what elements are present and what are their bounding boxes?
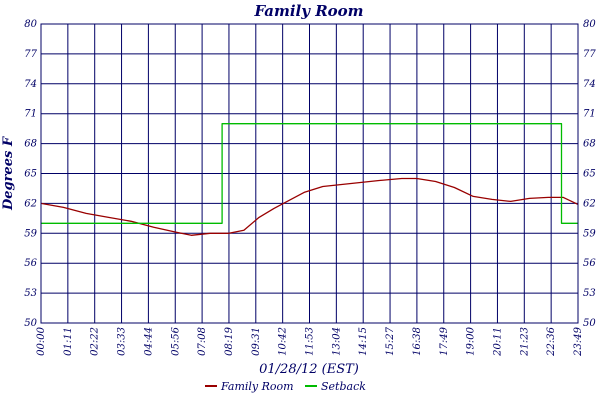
y-tick-label-right: 71	[583, 109, 596, 120]
legend: Family Room Setback	[205, 380, 366, 393]
y-tick-label-right: 74	[583, 79, 596, 90]
y-tick-label-right: 50	[583, 318, 596, 329]
x-axis-label: 01/28/12 (EST)	[259, 362, 359, 377]
x-tick-label: 01:11	[63, 327, 74, 356]
x-tick-label: 22:36	[546, 326, 557, 356]
x-tick-label: 11:53	[305, 327, 316, 356]
x-tick-label: 21:23	[519, 327, 530, 357]
x-tick-label: 08:19	[224, 326, 235, 355]
y-tick-label-left: 71	[24, 109, 37, 120]
y-tick-label-left: 68	[24, 139, 37, 150]
x-tick-label: 03:33	[117, 327, 128, 356]
legend-label: Family Room	[220, 380, 294, 393]
y-tick-label-right: 59	[583, 228, 596, 239]
y-tick-label-left: 50	[24, 318, 37, 329]
x-tick-label: 19:00	[466, 326, 477, 355]
x-tick-label: 09:31	[251, 327, 262, 356]
x-tick-label: 07:08	[197, 327, 208, 356]
series-line-family-room	[40, 177, 579, 236]
y-tick-label-left: 65	[24, 169, 37, 180]
y-tick-label-left: 74	[24, 79, 37, 90]
y-tick-label-left: 62	[24, 198, 37, 209]
y-tick-label-right: 62	[583, 198, 596, 209]
y-tick-label-right: 65	[583, 169, 596, 180]
y-tick-label-left: 59	[24, 228, 37, 239]
y-tick-label-right: 80	[583, 19, 596, 30]
x-tick-label: 23:49	[573, 326, 584, 356]
y-tick-label-right: 56	[583, 258, 596, 269]
x-tick-label: 00:00	[36, 326, 47, 355]
y-tick-label-right: 77	[583, 49, 596, 60]
y-tick-label-left: 80	[24, 19, 37, 30]
x-tick-label: 17:49	[439, 326, 450, 355]
x-tick-label: 14:15	[358, 327, 369, 356]
plot-frame	[40, 23, 579, 324]
y-tick-label-left: 53	[24, 288, 37, 299]
chart-title: Family Room	[253, 2, 363, 20]
x-tick-label: 13:04	[331, 327, 342, 356]
legend-label: Setback	[321, 380, 366, 393]
x-tick-label: 15:27	[385, 326, 396, 355]
y-tick-label-left: 77	[24, 49, 37, 60]
series-layer	[40, 123, 579, 236]
x-tick-label: 20:11	[492, 327, 503, 357]
x-tick-label: 02:22	[90, 327, 101, 356]
y-tick-label-left: 56	[24, 258, 37, 269]
x-tick-label: 16:38	[412, 327, 423, 356]
y-axis-label: Degrees F	[1, 136, 16, 211]
series-line-setback	[41, 123, 578, 224]
x-tick-label: 04:44	[143, 327, 154, 356]
x-tick-label: 05:56	[170, 326, 181, 355]
x-tick-label: 10:42	[278, 327, 289, 356]
y-tick-label-right: 53	[583, 288, 596, 299]
y-tick-label-right: 68	[583, 139, 596, 150]
grid	[40, 23, 579, 324]
tick-labels: 50 50 53 53 56 56 59 59 62 62 65 65 68 68 71 71 74 74 77 77…	[24, 19, 596, 357]
